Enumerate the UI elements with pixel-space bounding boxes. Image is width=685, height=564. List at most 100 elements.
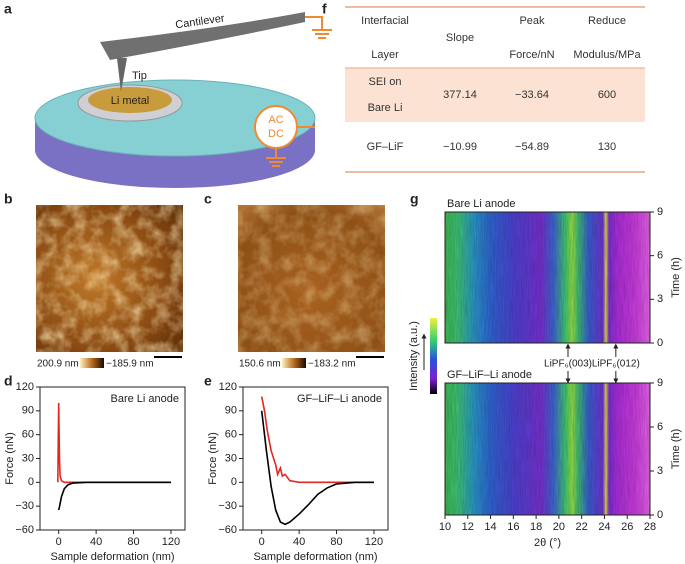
x-axis-label: Sample deformation (nm)	[50, 551, 174, 563]
table-cell: GF–LiF	[367, 141, 404, 153]
y-tick-label: 6	[657, 250, 663, 262]
table-cell: SEI on	[368, 76, 401, 88]
x-tick-label: 120	[162, 536, 180, 548]
x-tick-label: 40	[90, 536, 102, 548]
x-tick-label: 14	[484, 521, 496, 533]
x-tick-label: 120	[365, 536, 383, 548]
x-tick-label: 0	[56, 536, 62, 548]
x-tick-label: 12	[462, 521, 474, 533]
x-tick-label: 22	[576, 521, 588, 533]
panel-label: a	[4, 1, 12, 17]
table-header: Reduce	[588, 15, 626, 27]
plot-frame	[444, 211, 651, 344]
panel-label: f	[322, 1, 327, 17]
table-cell: 600	[598, 89, 616, 101]
table-header: Modulus/MPa	[573, 49, 641, 61]
table-header: Layer	[371, 49, 399, 61]
panel-label: b	[4, 191, 13, 207]
afm-diagram: Cantilever Tip Li metal AC DC	[34, 12, 332, 188]
y-tick-label: 0	[657, 337, 663, 349]
afm-scale: 200.9 nm	[37, 359, 79, 370]
table-cell: 130	[598, 141, 616, 153]
line-series	[260, 410, 374, 526]
table-header: Force/nN	[509, 49, 554, 61]
label: AC	[268, 114, 283, 126]
plot-frame	[242, 386, 389, 531]
heatmap-noise	[445, 212, 650, 343]
heatmap-noise	[445, 383, 650, 515]
table-header: Slope	[446, 32, 474, 44]
y-tick-label: −60	[218, 524, 237, 536]
y-tick-label: 3	[657, 465, 663, 477]
y-tick-label: 60	[225, 429, 237, 441]
y-tick-label: 30	[22, 452, 34, 464]
label: Tip	[132, 70, 147, 82]
y-axis-label: Force (nN)	[4, 432, 16, 485]
table-header: Interfacial	[361, 15, 409, 27]
y-tick-label: −30	[15, 500, 34, 512]
x-tick-label: 80	[127, 536, 139, 548]
y-tick-label: 3	[657, 293, 663, 305]
label: DC	[268, 128, 284, 140]
annotation: LiPF₆(003)	[544, 359, 592, 370]
y-tick-label: 120	[219, 381, 237, 393]
x-tick-label: 28	[644, 521, 656, 533]
table: Interfacial Layer Slope Peak Force/nN Reduce M…	[345, 6, 645, 173]
y-tick-label: 0	[657, 509, 663, 521]
y-tick-label: −60	[15, 524, 34, 536]
afm-scale: −183.2 nm	[308, 359, 356, 370]
x-tick-label: 24	[598, 521, 610, 533]
plot-frame	[444, 382, 651, 516]
chart-title: GF–LiF–Li anode	[297, 393, 382, 405]
x-tick-label: 0	[259, 536, 265, 548]
table-cell: −54.89	[515, 141, 549, 153]
table-cell: 377.14	[443, 89, 477, 101]
x-tick-label: 18	[530, 521, 542, 533]
annotation: LiPF₆(012)	[592, 359, 640, 370]
line-series	[260, 396, 374, 484]
y-tick-label: 0	[28, 476, 34, 488]
y-axis-label: Time (h)	[670, 257, 682, 298]
line-series	[57, 481, 171, 511]
table-cell: −33.64	[515, 89, 549, 101]
panel-label: c	[204, 191, 212, 207]
x-tick-label: 10	[439, 521, 451, 533]
x-tick-label: 26	[621, 521, 633, 533]
table-cell: Bare Li	[368, 102, 403, 114]
y-tick-label: 9	[657, 377, 663, 389]
panel-label: g	[410, 191, 419, 207]
colorbar-label: Intensity (a.u.)	[408, 321, 420, 391]
x-tick-label: 40	[293, 536, 305, 548]
chart-title: Bare Li anode	[111, 393, 180, 405]
y-tick-label: 90	[225, 405, 237, 417]
chart-title: Bare Li anode	[447, 198, 516, 210]
line-series	[57, 402, 171, 484]
y-axis-label: Force (nN)	[207, 432, 219, 485]
plot-frame	[39, 386, 186, 531]
x-axis-label: Sample deformation (nm)	[253, 551, 377, 563]
afm-scale: 150.6 nm	[239, 359, 281, 370]
panel-label: e	[204, 373, 212, 389]
x-tick-label: 80	[330, 536, 342, 548]
x-tick-label: 16	[507, 521, 519, 533]
y-tick-label: 9	[657, 206, 663, 218]
chart-title: GF–LiF–Li anode	[447, 369, 532, 381]
y-tick-label: −30	[218, 500, 237, 512]
label: Li metal	[111, 95, 150, 107]
table-header: Peak	[519, 15, 545, 27]
table-cell: −10.99	[443, 141, 477, 153]
y-tick-label: 30	[225, 452, 237, 464]
y-tick-label: 90	[22, 405, 34, 417]
colorbar	[430, 318, 437, 394]
y-axis-label: Time (h)	[670, 429, 682, 470]
afm-scale: −185.9 nm	[106, 359, 154, 370]
panel-label: d	[4, 373, 13, 389]
x-axis-label: 2θ (°)	[534, 537, 561, 549]
y-tick-label: 6	[657, 421, 663, 433]
y-tick-label: 120	[16, 381, 34, 393]
afm-image	[36, 205, 385, 368]
y-tick-label: 0	[231, 476, 237, 488]
y-tick-label: 60	[22, 429, 34, 441]
